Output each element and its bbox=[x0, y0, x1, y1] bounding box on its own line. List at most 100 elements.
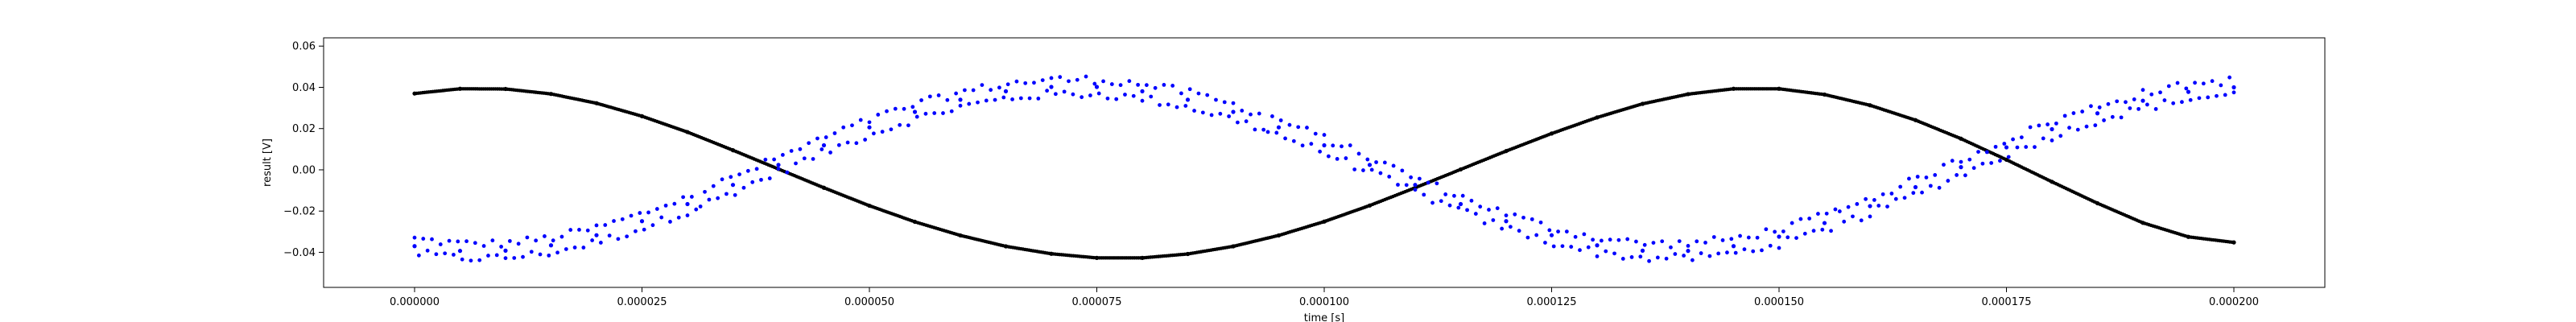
trace-sample bbox=[1525, 235, 1530, 240]
trace-sample bbox=[898, 122, 902, 127]
trace-sample bbox=[1222, 100, 1227, 105]
trace-sample bbox=[2210, 79, 2215, 84]
trace-sample bbox=[1101, 79, 1105, 84]
trace-sample bbox=[711, 184, 716, 188]
trace-sample bbox=[1538, 220, 1543, 225]
trace-sample bbox=[1109, 82, 1114, 86]
data-point bbox=[1458, 201, 1463, 207]
trace-sample bbox=[663, 203, 668, 208]
trace-sample bbox=[1599, 238, 1604, 243]
trace-sample bbox=[2015, 145, 2020, 150]
x-tick-label: 0.000000 bbox=[390, 296, 440, 308]
trace-sample bbox=[707, 197, 712, 202]
trace-sample bbox=[1725, 250, 1729, 255]
trace-sample bbox=[893, 106, 898, 111]
trace-sample bbox=[1551, 244, 1556, 249]
trace-sample bbox=[927, 94, 932, 99]
trace-sample bbox=[1980, 161, 1985, 166]
trace-sample bbox=[1140, 98, 1145, 103]
trace-sample bbox=[2115, 99, 2120, 104]
trace-sample bbox=[547, 253, 551, 258]
trace-sample bbox=[568, 228, 573, 232]
trace-sample bbox=[2188, 97, 2193, 102]
trace-sample bbox=[2128, 106, 2132, 110]
trace-sample bbox=[1049, 76, 1054, 80]
trace-sample bbox=[516, 242, 521, 246]
trace-sample bbox=[1785, 235, 1790, 240]
trace-sample bbox=[1790, 221, 1794, 225]
trace-sample bbox=[1058, 75, 1063, 80]
trace-sample bbox=[1543, 241, 1547, 245]
trace-sample bbox=[543, 234, 547, 238]
trace-sample bbox=[452, 253, 456, 257]
trace-sample bbox=[1045, 89, 1050, 93]
trace-sample bbox=[1456, 205, 1461, 210]
trace-sample bbox=[1582, 232, 1587, 237]
trace-sample bbox=[1573, 234, 1578, 239]
trace-sample bbox=[750, 180, 755, 184]
trace-sample bbox=[598, 241, 603, 245]
data-point bbox=[1185, 97, 1191, 102]
trace-sample bbox=[745, 168, 750, 173]
trace-sample bbox=[2033, 145, 2037, 150]
data-point bbox=[1731, 244, 1736, 249]
trace-sample bbox=[759, 177, 763, 182]
trace-sample bbox=[1824, 211, 1829, 216]
trace-sample bbox=[1669, 245, 1673, 250]
trace-sample bbox=[767, 176, 772, 180]
trace-sample bbox=[2119, 115, 2124, 120]
trace-sample bbox=[1162, 83, 1166, 87]
trace-sample bbox=[1495, 206, 1500, 211]
data-point bbox=[2004, 145, 2009, 150]
trace-sample bbox=[1950, 159, 1955, 163]
trace-sample bbox=[1300, 143, 1305, 148]
trace-sample bbox=[1001, 95, 1006, 100]
trace-sample bbox=[1287, 122, 1292, 127]
x-tick-label: 0.000100 bbox=[1299, 296, 1349, 308]
trace-sample bbox=[668, 220, 672, 224]
trace-sample bbox=[2166, 84, 2171, 89]
trace-sample bbox=[923, 111, 928, 116]
trace-sample bbox=[1200, 110, 1205, 115]
y-tick-label: 0.00 bbox=[292, 164, 316, 176]
trace-sample bbox=[490, 238, 495, 243]
y-axis-label: result [V] bbox=[262, 138, 274, 187]
trace-sample bbox=[941, 111, 945, 115]
trace-sample bbox=[2227, 75, 2232, 80]
trace-sample bbox=[1924, 175, 1929, 180]
trace-sample bbox=[1123, 93, 1127, 97]
x-tick-label: 0.000050 bbox=[844, 296, 894, 308]
trace-sample bbox=[1361, 168, 1365, 172]
trace-sample bbox=[559, 234, 564, 239]
x-tick-label: 0.000075 bbox=[1071, 296, 1121, 308]
trace-sample bbox=[1760, 248, 1764, 253]
trace-sample bbox=[1500, 226, 1505, 231]
trace-sample bbox=[1105, 96, 1110, 101]
trace-sample bbox=[1404, 183, 1409, 188]
x-tick-label: 0.000025 bbox=[617, 296, 667, 308]
trace-sample bbox=[1889, 192, 1894, 196]
trace-sample bbox=[1426, 180, 1430, 185]
trace-sample bbox=[1348, 143, 1352, 147]
trace-sample bbox=[2149, 92, 2154, 97]
trace-sample bbox=[976, 100, 980, 105]
trace-sample bbox=[1876, 204, 1881, 208]
trace-sample bbox=[521, 254, 525, 259]
trace-sample bbox=[607, 233, 612, 238]
trace-sample bbox=[885, 109, 889, 114]
trace-sample bbox=[1067, 79, 1071, 84]
trace-sample bbox=[733, 192, 737, 197]
trace-sample bbox=[949, 109, 954, 114]
y-axis: −0.04 −0.02 0.00 0.02 0.04 0.06 bbox=[283, 41, 324, 259]
trace-sample bbox=[958, 103, 963, 108]
trace-sample bbox=[1647, 258, 1651, 263]
trace-sample bbox=[2011, 137, 2015, 142]
x-axis: 0.000000 0.000025 0.000050 0.000075 0.000100… bbox=[390, 287, 2259, 308]
trace-sample bbox=[2180, 100, 2184, 105]
trace-sample bbox=[1261, 127, 1266, 132]
trace-sample bbox=[534, 238, 539, 243]
trace-sample bbox=[1240, 108, 1245, 113]
trace-sample bbox=[1733, 250, 1738, 255]
data-point bbox=[548, 243, 554, 248]
trace-sample bbox=[438, 242, 443, 246]
